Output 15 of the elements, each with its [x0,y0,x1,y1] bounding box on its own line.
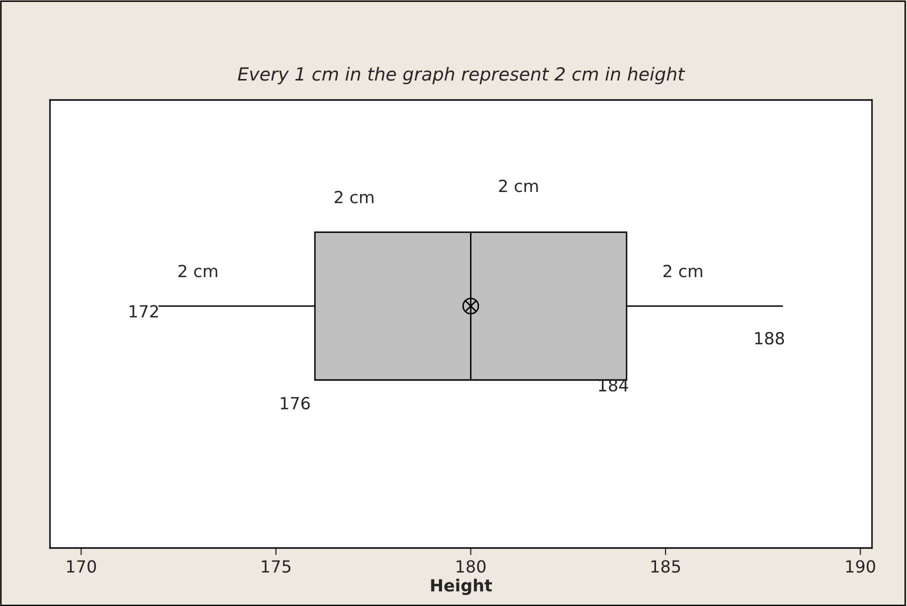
x-tick-label: 190 [846,560,876,573]
annotation: 176 [280,396,310,410]
x-tick-label: 180 [456,560,486,573]
x-tick-label: 170 [67,560,96,573]
annotation: 184 [598,378,628,392]
annotation: 188 [755,332,784,345]
x-tick-label: 185 [651,560,680,573]
annotation: 2 cm [499,180,538,192]
x-tick-label: 175 [262,560,290,573]
annotation: 2 cm [334,190,374,204]
x-axis-title: Height [431,578,492,595]
chart-title: Every 1 cm in the graph represent 2 cm in height [238,66,686,84]
annotation: 2 cm [664,264,702,278]
annotation: 2 cm [178,264,218,278]
annotation: 172 [130,305,158,318]
